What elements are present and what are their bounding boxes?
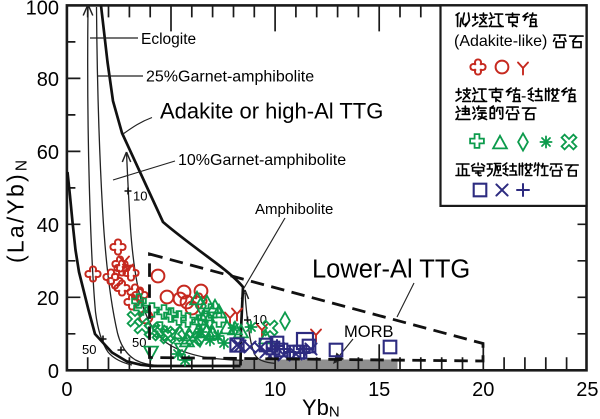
svg-text:(Adakite-like): (Adakite-like) xyxy=(454,33,547,50)
svg-text:Amphibolite: Amphibolite xyxy=(255,201,333,218)
svg-text:25: 25 xyxy=(576,379,598,401)
svg-text:20: 20 xyxy=(472,379,494,401)
svg-text:0: 0 xyxy=(61,379,72,401)
svg-text:Adakite or high-Al TTG: Adakite or high-Al TTG xyxy=(160,99,383,124)
svg-text:50: 50 xyxy=(82,342,96,357)
svg-text:20: 20 xyxy=(37,288,59,310)
svg-text:100: 100 xyxy=(26,0,59,20)
svg-text:Lower-Al TTG: Lower-Al TTG xyxy=(312,256,470,284)
svg-text:10: 10 xyxy=(133,189,147,204)
svg-text:15: 15 xyxy=(368,379,390,401)
svg-text:0: 0 xyxy=(48,361,59,383)
svg-text:Eclogite: Eclogite xyxy=(141,31,196,48)
svg-text:(La/Yb)N: (La/Yb)N xyxy=(3,158,31,263)
svg-text:10%Garnet-amphibolite: 10%Garnet-amphibolite xyxy=(178,152,346,169)
svg-text:10: 10 xyxy=(264,379,286,401)
svg-text:40: 40 xyxy=(37,215,59,237)
svg-text:80: 80 xyxy=(37,69,59,91)
svg-text:MORB: MORB xyxy=(344,323,394,341)
svg-text:60: 60 xyxy=(37,142,59,164)
svg-text:-: - xyxy=(521,88,526,105)
svg-text:50: 50 xyxy=(132,335,146,350)
svg-text:25%Garnet-amphibolite: 25%Garnet-amphibolite xyxy=(146,69,314,86)
